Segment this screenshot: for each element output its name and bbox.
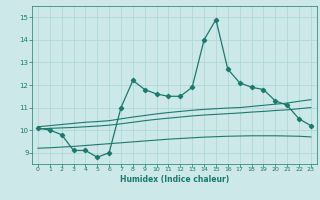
X-axis label: Humidex (Indice chaleur): Humidex (Indice chaleur) — [120, 175, 229, 184]
